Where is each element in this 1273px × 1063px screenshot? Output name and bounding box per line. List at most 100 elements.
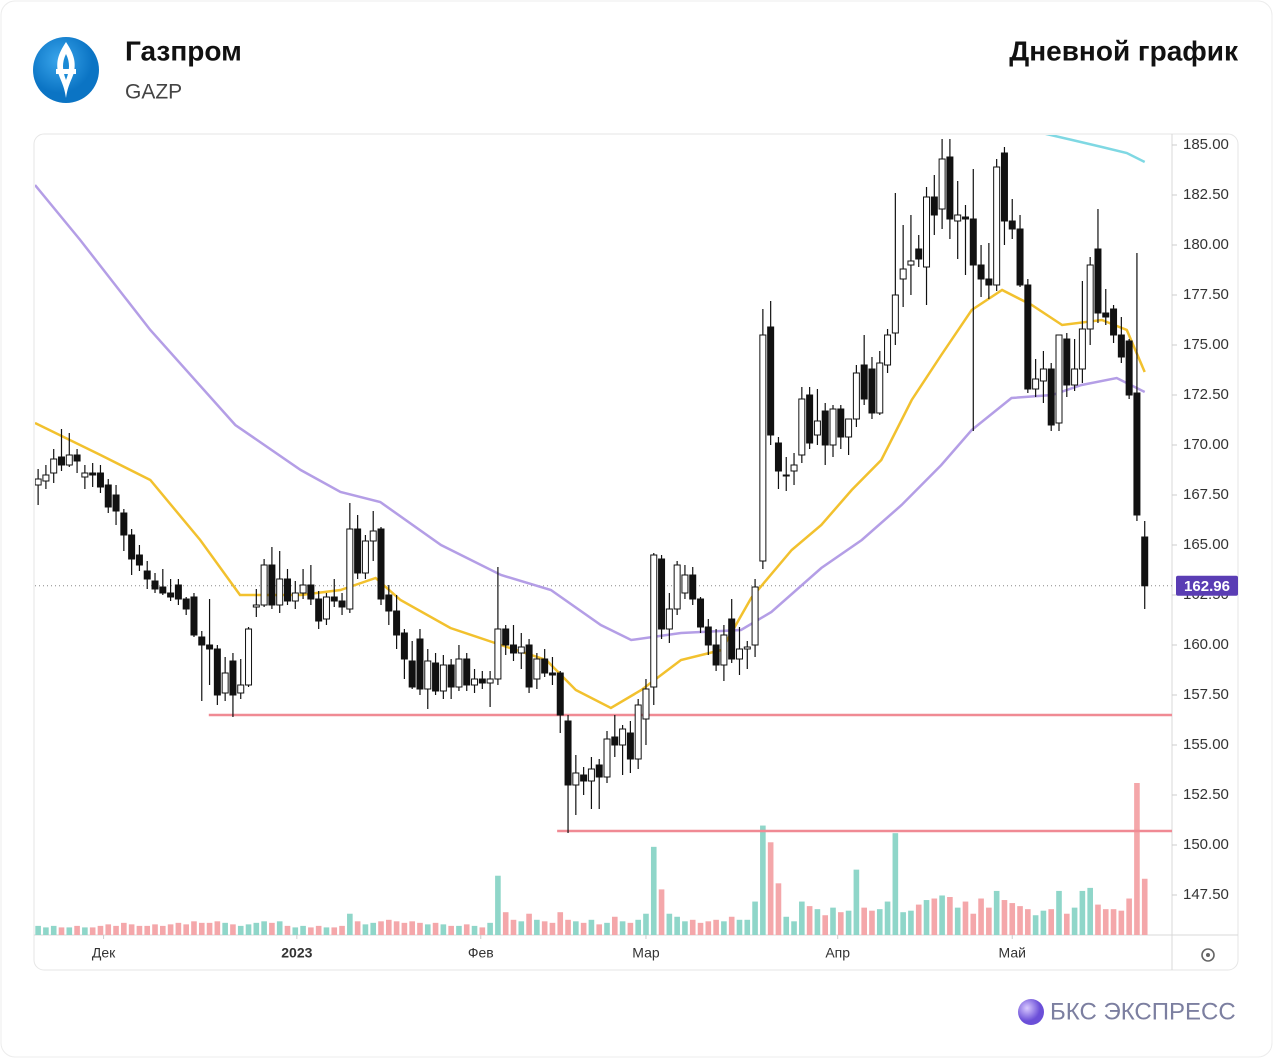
settings-icon[interactable]: [1201, 948, 1215, 962]
volume-bar: [292, 927, 299, 935]
volume-bar: [954, 907, 961, 935]
candle-body: [946, 156, 954, 220]
candle-body: [369, 530, 377, 542]
candle-body: [564, 720, 572, 786]
candle-body: [626, 732, 634, 760]
volume-bar: [237, 925, 244, 935]
chart-frame: [33, 133, 1239, 971]
last-price-label: 162.96: [1184, 578, 1230, 595]
candle-body: [1055, 334, 1063, 424]
candle-body: [1125, 340, 1133, 396]
volume-bar: [853, 869, 860, 935]
volume-bar: [159, 925, 166, 935]
candle-body: [603, 738, 611, 778]
candle-body: [697, 598, 705, 628]
y-tick-label: 185.00: [1183, 136, 1229, 153]
volume-bar: [315, 925, 322, 935]
candle-body: [73, 454, 81, 462]
candle-body: [782, 474, 790, 477]
candle-body: [245, 628, 253, 686]
y-tick-label: 165.00: [1183, 536, 1229, 553]
candle-body: [541, 658, 549, 674]
candle-body: [548, 672, 556, 676]
moving-average: [35, 184, 1146, 642]
candle-body: [135, 554, 143, 566]
candle-body: [876, 362, 884, 414]
candle-body: [268, 564, 276, 606]
volume-bar: [121, 922, 127, 935]
volume-bar: [908, 910, 914, 935]
candle-body: [806, 394, 814, 444]
candle-body: [260, 564, 268, 606]
candle-body: [455, 658, 463, 688]
candle-body: [634, 704, 642, 760]
volume-bar: [931, 898, 938, 935]
candle-body: [790, 464, 798, 472]
candle-body: [1102, 312, 1110, 318]
candle-body: [89, 472, 97, 476]
x-tick-label: Фев: [468, 945, 494, 961]
volume-bar: [993, 890, 1000, 935]
candle-body: [1016, 228, 1024, 286]
y-tick-label: 175.00: [1183, 336, 1229, 353]
volume-bar: [713, 919, 719, 935]
volume-bar: [354, 921, 361, 935]
volume-bar: [66, 927, 73, 935]
candle-body: [650, 554, 658, 688]
candle-body: [120, 512, 128, 536]
candle-body: [104, 484, 112, 508]
candle-body: [837, 408, 845, 438]
volume-bar: [682, 921, 688, 935]
volume-bar: [370, 922, 377, 935]
candle-body: [509, 644, 517, 654]
candle-body: [338, 600, 346, 608]
volume-bar: [284, 925, 291, 935]
candle-body: [291, 592, 299, 602]
y-tick-label: 160.00: [1183, 636, 1229, 653]
x-tick-label: Мар: [632, 945, 660, 961]
volume-bar: [627, 922, 634, 935]
candle-body: [891, 294, 899, 334]
volume-bar: [892, 833, 899, 935]
candle-body: [416, 638, 424, 690]
candle-body: [276, 578, 284, 606]
candle-body: [408, 660, 416, 688]
candle-body: [57, 456, 65, 466]
volume-bar: [136, 925, 143, 935]
candle-body: [81, 472, 89, 478]
volume-bar: [557, 912, 564, 935]
candle-body: [502, 628, 510, 646]
volume-bar: [35, 925, 41, 935]
volume-bar: [845, 910, 852, 935]
volume-bar: [752, 901, 758, 935]
y-tick-label: 182.50: [1183, 186, 1229, 203]
volume-bar: [674, 916, 680, 935]
volume-bar: [596, 924, 603, 935]
last-price-box: [1176, 575, 1238, 596]
volume-bar: [869, 910, 875, 935]
candle-body: [642, 688, 650, 720]
volume-bar: [432, 922, 439, 935]
volume-bar: [1063, 913, 1070, 935]
candle-body: [767, 326, 775, 436]
volume-bar: [331, 927, 338, 935]
x-tick-label: Май: [999, 945, 1026, 961]
y-tick-label: 172.50: [1183, 386, 1229, 403]
candle-body: [1047, 368, 1055, 426]
candle-body: [517, 646, 525, 654]
volume-bar: [666, 913, 673, 935]
y-tick-label: 157.50: [1183, 686, 1229, 703]
candle-body: [915, 248, 923, 260]
volume-bar: [650, 846, 657, 935]
volume-bar: [728, 916, 735, 935]
candle-body: [322, 596, 330, 620]
candle-body: [829, 408, 837, 446]
candle-body: [1094, 248, 1102, 314]
volume-bar: [978, 898, 984, 935]
volume-bar: [89, 927, 96, 935]
candle-body: [1039, 368, 1047, 382]
candle-body: [330, 596, 338, 602]
volume-bar: [923, 900, 930, 935]
volume-bar: [487, 922, 493, 935]
